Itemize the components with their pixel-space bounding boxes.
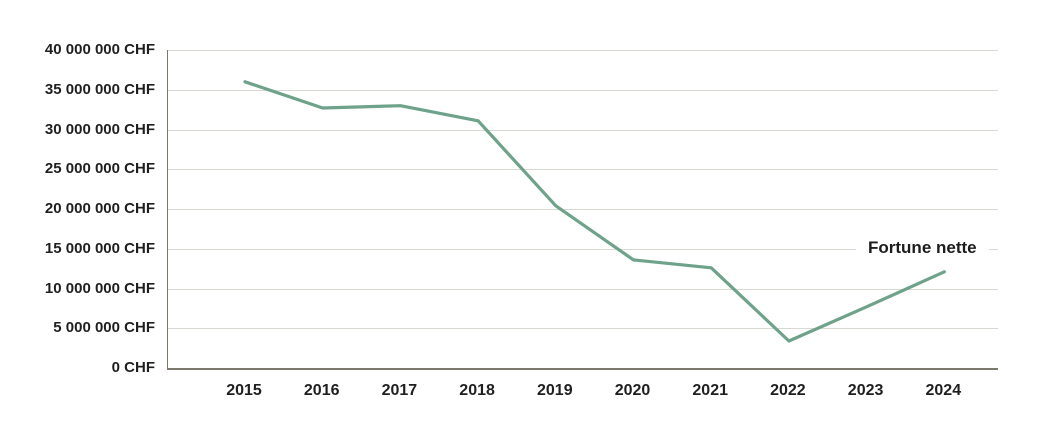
y-tick-label: 10 000 000 CHF [44, 279, 155, 297]
gridline [168, 328, 998, 330]
y-tick-label: 0 CHF [111, 359, 155, 376]
x-tick-label: 2023 [847, 382, 884, 399]
gridline [168, 248, 998, 250]
x-tick-label: 2024 [925, 382, 962, 399]
y-tick-label: 20 000 000 CHF [44, 200, 155, 217]
fortune-nette-line-series [243, 80, 946, 343]
series-label: Fortune nette [856, 236, 989, 260]
gridline [168, 169, 998, 171]
x-tick-label: 2019 [537, 382, 573, 399]
x-tick-label: 2017 [381, 382, 418, 399]
y-tick-label: 15 000 000 CHF [44, 239, 155, 257]
x-tick-label: 2020 [614, 382, 651, 399]
gridline [168, 288, 998, 290]
gridline [168, 209, 998, 210]
x-tick-label: 2015 [226, 382, 262, 399]
gridline [168, 50, 998, 51]
gridline [168, 129, 998, 131]
y-tick-label: 35 000 000 CHF [44, 80, 155, 98]
x-tick-label: 2016 [303, 382, 340, 399]
x-tick-label: 2021 [692, 382, 728, 399]
gridline [168, 89, 998, 91]
x-tick-label: 2018 [459, 382, 495, 399]
line-path [243, 80, 946, 343]
plot-area: Fortune nette [167, 50, 998, 370]
y-tick-label: 40 000 000 CHF [44, 41, 155, 58]
y-tick-label: 30 000 000 CHF [44, 120, 155, 138]
y-tick-label: 5 000 000 CHF [53, 319, 155, 337]
y-tick-label: 25 000 000 CHF [44, 160, 155, 178]
x-tick-label: 2022 [770, 382, 806, 399]
